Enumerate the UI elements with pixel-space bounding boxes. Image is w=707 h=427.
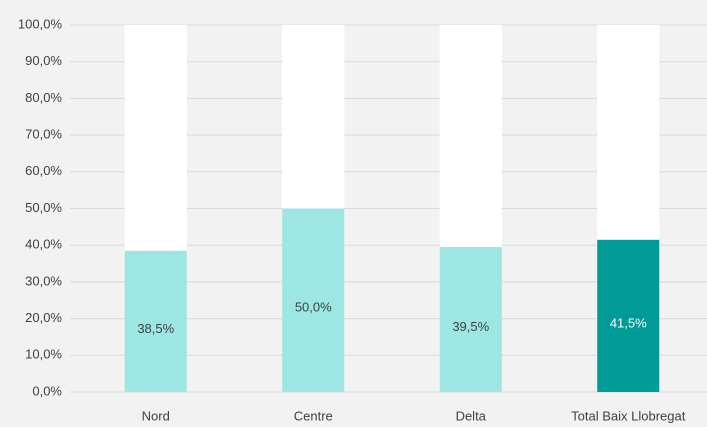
y-tick-label: 80,0% — [25, 90, 62, 105]
x-tick-label: Total Baix Llobregat — [571, 408, 686, 423]
y-tick-label: 20,0% — [25, 310, 62, 325]
y-tick-label: 50,0% — [25, 200, 62, 215]
bar-segment — [124, 250, 187, 392]
x-tick-label: Delta — [456, 408, 487, 423]
x-tick-label: Nord — [142, 408, 170, 423]
bar-segment — [597, 25, 660, 240]
bar-segment — [439, 247, 502, 392]
bar-segment — [282, 25, 345, 209]
y-tick-label: 30,0% — [25, 273, 62, 288]
bar-segment — [439, 25, 502, 248]
y-tick-label: 10,0% — [25, 347, 62, 362]
y-tick-label: 60,0% — [25, 163, 62, 178]
value-label: 41,5% — [610, 315, 647, 330]
bar-segment — [124, 25, 187, 251]
bar-segment — [597, 239, 660, 392]
y-tick-label: 100,0% — [18, 16, 63, 31]
y-tick-label: 40,0% — [25, 237, 62, 252]
value-label: 39,5% — [452, 319, 489, 334]
value-label: 38,5% — [137, 321, 174, 336]
value-label: 50,0% — [295, 300, 332, 315]
y-tick-label: 70,0% — [25, 127, 62, 142]
y-tick-label: 90,0% — [25, 53, 62, 68]
bar-segment — [282, 208, 345, 392]
x-tick-label: Centre — [294, 408, 333, 423]
y-tick-label: 0,0% — [32, 383, 62, 398]
